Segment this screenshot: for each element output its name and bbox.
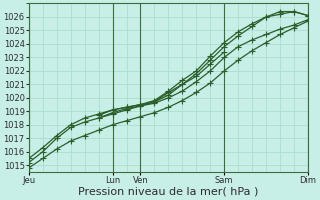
X-axis label: Pression niveau de la mer( hPa ): Pression niveau de la mer( hPa ) [78,187,259,197]
